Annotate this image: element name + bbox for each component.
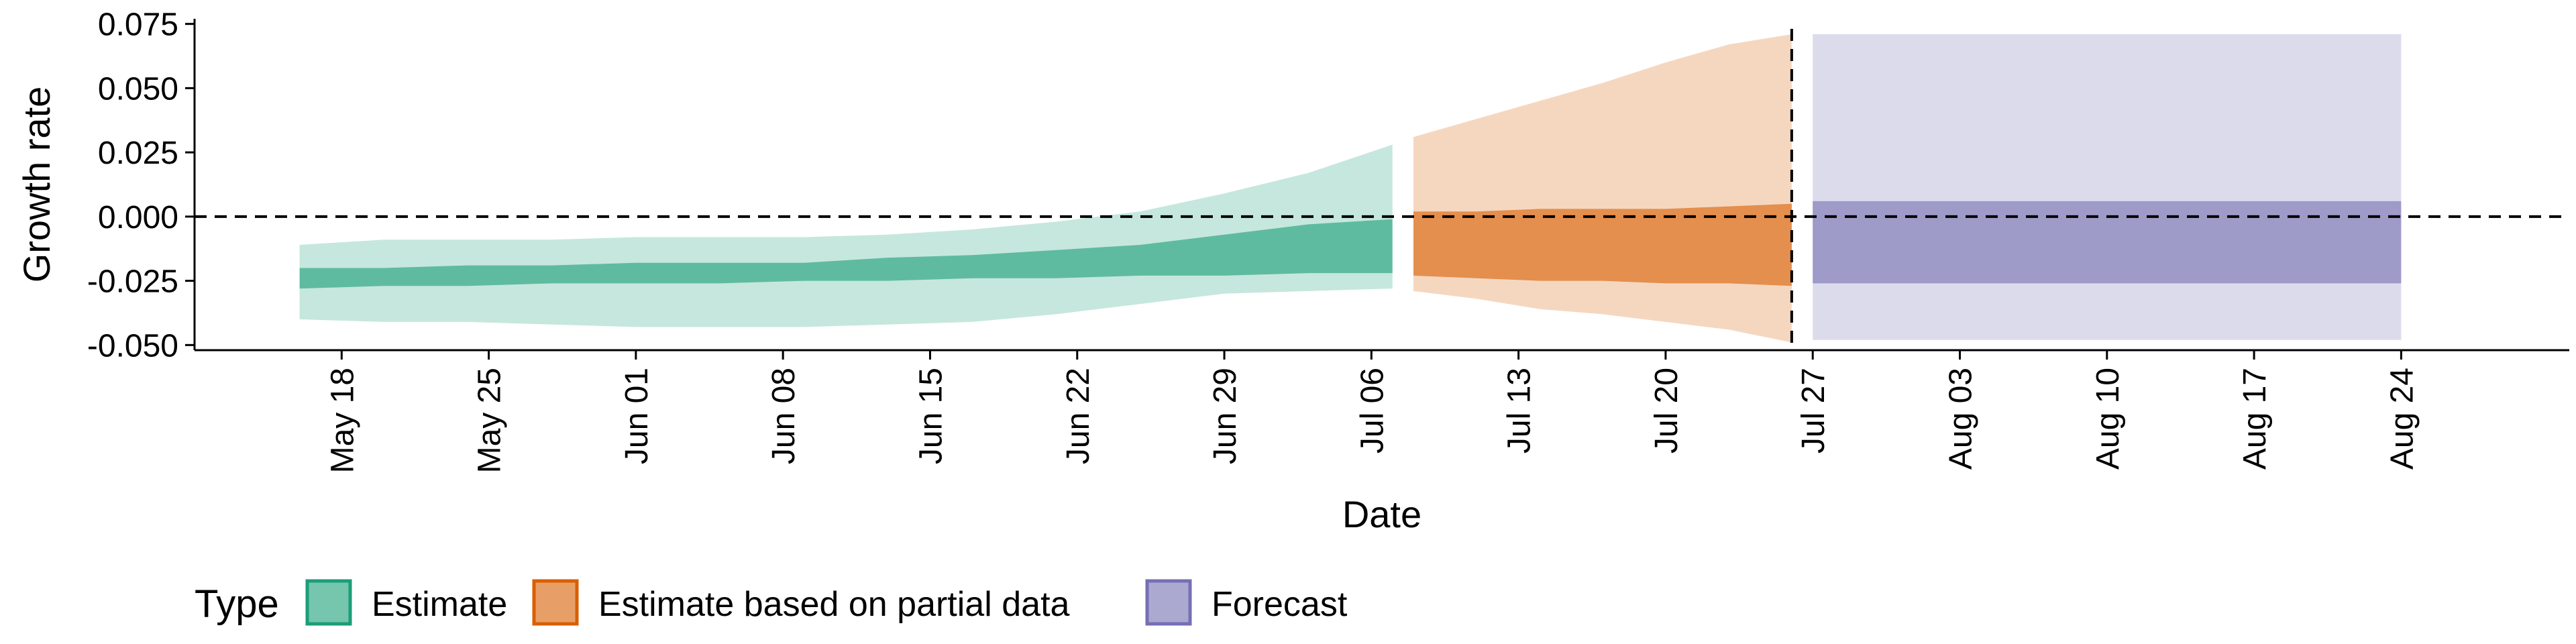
y-tick-label: -0.025 <box>87 264 178 300</box>
x-axis-title: Date <box>1342 493 1421 535</box>
x-tick-label: Jul 13 <box>1502 368 1538 453</box>
x-tick-label: Jun 22 <box>1061 368 1096 464</box>
y-tick-label: 0.000 <box>98 200 178 235</box>
y-tick-label: 0.075 <box>98 7 178 43</box>
x-tick-label: Jun 15 <box>914 368 949 464</box>
x-tick-label: Aug 17 <box>2237 368 2273 470</box>
y-tick-label: -0.050 <box>87 328 178 364</box>
x-tick-label: Jun 01 <box>619 368 655 464</box>
x-tick-label: Jul 20 <box>1649 368 1684 453</box>
legend-label-estimate: Estimate <box>372 585 507 624</box>
x-tick-label: Jun 08 <box>766 368 802 464</box>
legend-key-forecast <box>1145 579 1192 626</box>
ribbon-layer <box>299 34 2402 343</box>
forecast-outer-interval <box>1813 34 2402 340</box>
x-tick-label: May 18 <box>325 368 360 473</box>
y-tick-label: 0.025 <box>98 136 178 171</box>
y-axis-title: Growth rate <box>15 87 58 283</box>
x-tick-label: May 25 <box>472 368 508 473</box>
legend-key-estimate-based-on-partial-data <box>532 579 579 626</box>
estimate-based-on-partial-data-outer-interval <box>1413 34 1792 343</box>
x-tick-label: Jul 06 <box>1354 368 1390 453</box>
x-tick-label: Aug 03 <box>1943 368 1979 470</box>
x-tick-label: Aug 24 <box>2384 368 2420 470</box>
y-tick-label: 0.050 <box>98 71 178 107</box>
legend-label-estimate-based-on-partial-data: Estimate based on partial data <box>598 585 1070 624</box>
x-tick-label: Jun 29 <box>1208 368 1243 464</box>
estimate-inner-interval <box>299 219 1393 289</box>
legend-title: Type <box>195 582 279 626</box>
x-tick-label: Jul 27 <box>1796 368 1831 453</box>
axes: -0.050 -0.025 0.000 0.025 0.050 0.075 May 18 Ma… <box>87 7 2569 473</box>
forecast-inner-interval <box>1813 201 2402 284</box>
estimate-based-on-partial-data-inner-interval <box>1413 203 1792 286</box>
legend-label-forecast: Forecast <box>1212 585 1348 624</box>
legend-key-estimate <box>305 579 352 626</box>
legend: Type Estimate Estimate based on partial d… <box>195 579 1348 626</box>
x-tick-label: Aug 10 <box>2090 368 2126 470</box>
reference-lines <box>195 29 2569 350</box>
